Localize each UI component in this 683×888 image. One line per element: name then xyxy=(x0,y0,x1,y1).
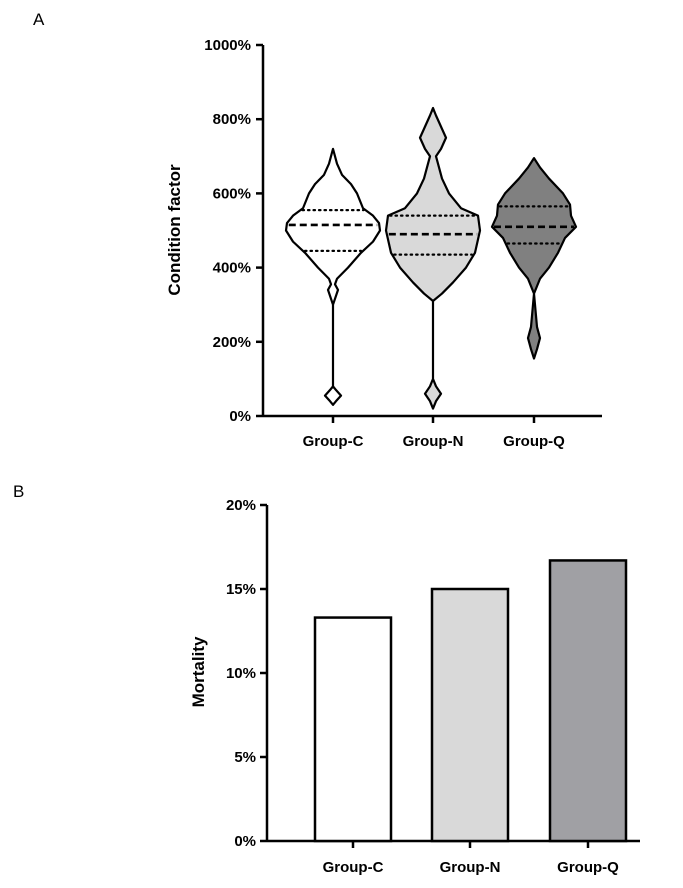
y-tick-label-b: 0% xyxy=(234,833,256,850)
y-tick-label-a: 0% xyxy=(229,408,251,425)
bar-group-q xyxy=(548,559,628,843)
x-tick-label-b: Group-Q xyxy=(557,859,619,876)
y-tick-label-a: 800% xyxy=(213,111,251,128)
y-axis-title-b: Mortality xyxy=(189,636,208,707)
violin-chart: Condition factor 0% 200% 400% 600% 800% 1000%… xyxy=(165,37,602,450)
x-tick-label-b: Group-N xyxy=(440,859,501,876)
x-tick-label-a: Group-N xyxy=(403,433,464,450)
panel-label-b: B xyxy=(13,482,24,501)
violin-group-c xyxy=(284,147,382,406)
x-tick-label-b: Group-C xyxy=(323,859,384,876)
y-tick-label-b: 15% xyxy=(226,581,256,598)
y-tick-label-a: 200% xyxy=(213,334,251,351)
y-tick-label-a: 1000% xyxy=(204,37,251,54)
bar-chart: Mortality 0% 5% 10% 15% 20% Group-C Group-N Gro… xyxy=(189,497,640,876)
y-axis-title-a: Condition factor xyxy=(165,164,184,296)
x-tick-label-a: Group-C xyxy=(303,433,364,450)
bar-group-c xyxy=(313,616,393,843)
y-tick-label-b: 10% xyxy=(226,665,256,682)
violin-group-n xyxy=(384,106,482,410)
violin-group-q xyxy=(490,157,578,360)
bar-group-n xyxy=(430,587,510,843)
y-tick-label-b: 5% xyxy=(234,749,256,766)
x-tick-label-a: Group-Q xyxy=(503,433,565,450)
y-tick-label-b: 20% xyxy=(226,497,256,514)
panel-label-a: A xyxy=(33,10,45,29)
y-tick-label-a: 600% xyxy=(213,185,251,202)
y-tick-label-a: 400% xyxy=(213,260,251,277)
